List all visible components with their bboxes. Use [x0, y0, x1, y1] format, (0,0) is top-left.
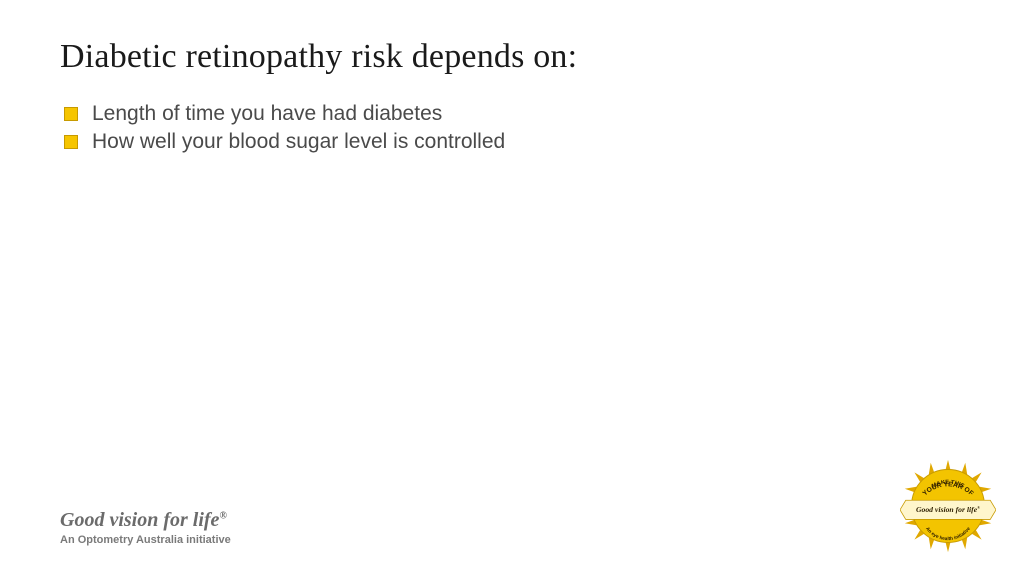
bullet-text: Length of time you have had diabetes	[92, 102, 442, 126]
badge-band-text: Good vision for life®	[916, 505, 980, 514]
brand-tagline: An Optometry Australia initiative	[60, 534, 231, 546]
bullet-square-icon	[64, 135, 78, 149]
list-item: Length of time you have had diabetes	[64, 102, 964, 126]
bullet-text: How well your blood sugar level is contr…	[92, 130, 505, 154]
slide: Diabetic retinopathy risk depends on: Le…	[0, 0, 1024, 576]
list-item: How well your blood sugar level is contr…	[64, 130, 964, 154]
footer-brand-block: Good vision for life® An Optometry Austr…	[60, 509, 231, 546]
seal-badge-icon: MAKE THIS YOUR YEAR OF Good vision for l…	[900, 458, 996, 554]
brand-name: Good vision for life®	[60, 509, 231, 532]
brand-text: Good vision for life	[60, 509, 219, 531]
registered-mark: ®	[219, 510, 226, 521]
slide-title: Diabetic retinopathy risk depends on:	[60, 38, 964, 76]
bullet-list: Length of time you have had diabetes How…	[60, 102, 964, 154]
bullet-square-icon	[64, 107, 78, 121]
